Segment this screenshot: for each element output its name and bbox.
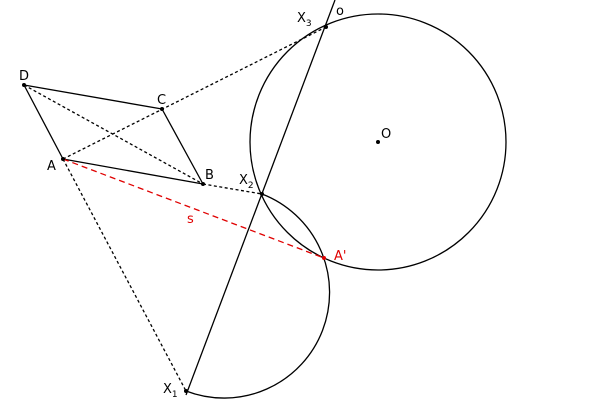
point-a-prime [322, 256, 326, 260]
label-s: s [187, 212, 194, 227]
label-o-point: O [381, 127, 391, 142]
point-b [201, 182, 205, 186]
label-o-line: o [336, 4, 344, 19]
label-x3: X3 [297, 11, 312, 29]
segment-da [23, 84, 64, 160]
point-x2 [260, 192, 264, 196]
label-a-prime: A' [334, 249, 346, 264]
point-x3 [324, 25, 328, 29]
segment-ab [62, 158, 204, 185]
dashed-bx2 [202, 183, 263, 195]
label-x2: X2 [239, 173, 254, 191]
dashed-ax3 [62, 26, 327, 160]
point-d [22, 83, 26, 87]
point-o [376, 140, 380, 144]
line-s [62, 158, 325, 259]
label-x1: X1 [163, 382, 178, 400]
dashed-ax1 [62, 158, 187, 392]
label-b: B [205, 168, 214, 183]
point-a [61, 157, 65, 161]
label-c: C [157, 93, 166, 108]
circle-o [249, 13, 507, 271]
point-x1 [184, 389, 188, 393]
label-d: D [19, 69, 29, 84]
segment-cb [161, 108, 204, 185]
circle-x1x2 [185, 193, 331, 399]
point-c [160, 107, 164, 111]
dashed-db [23, 84, 204, 185]
segment-dc [23, 84, 163, 110]
label-a: A [47, 159, 56, 174]
line-o [185, 0, 336, 396]
